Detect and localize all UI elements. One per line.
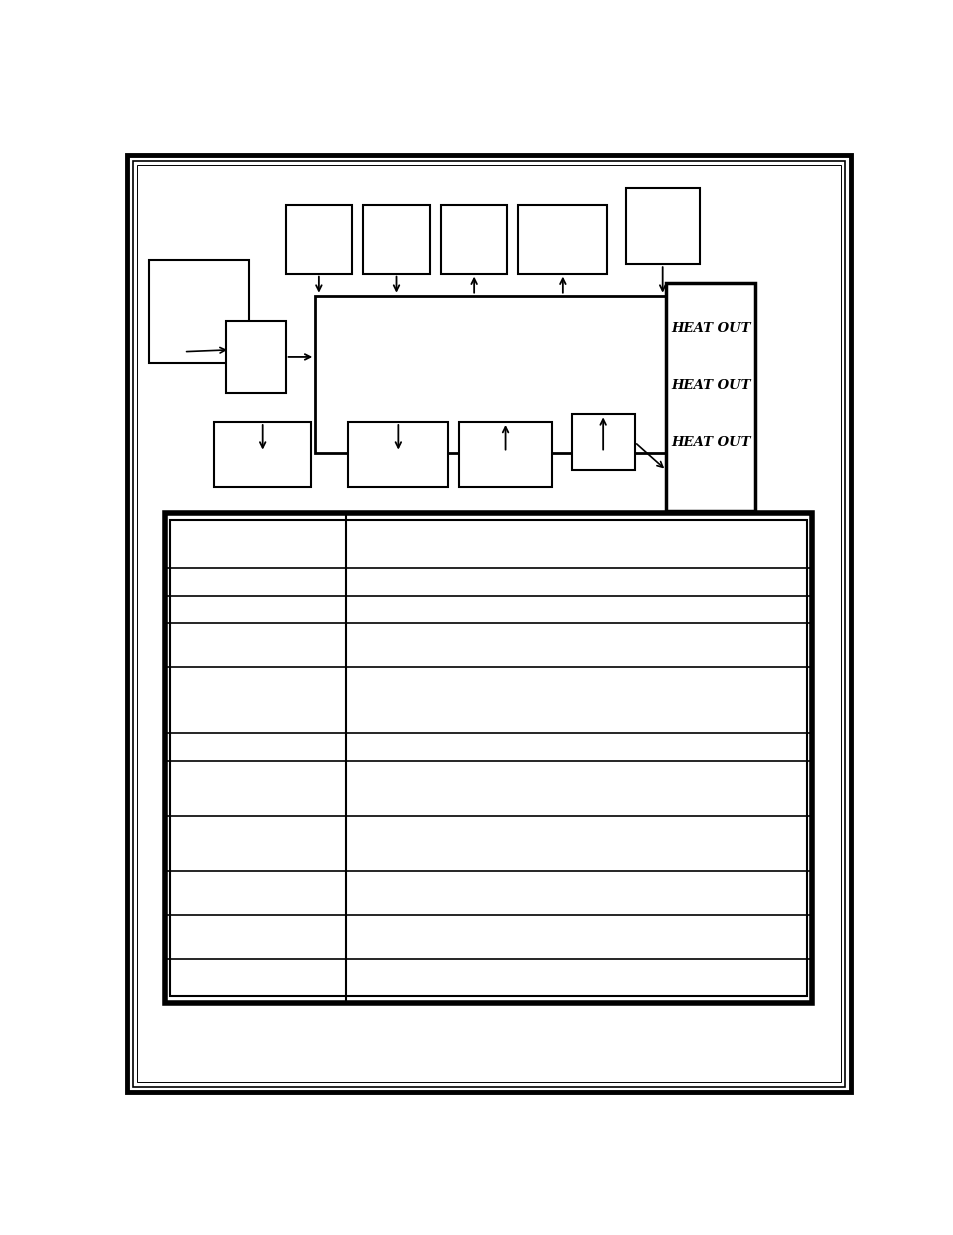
Bar (363, 205, 429, 274)
Bar (459, 422, 551, 487)
Bar (165, 514, 811, 1003)
Text: HEAT OUT: HEAT OUT (670, 322, 750, 336)
Bar (440, 205, 507, 274)
Bar (665, 283, 755, 511)
Bar (314, 295, 669, 452)
Bar (571, 415, 634, 469)
Bar (213, 422, 311, 487)
Bar (226, 321, 285, 393)
Bar (348, 422, 448, 487)
Bar (285, 205, 352, 274)
Text: HEAT OUT: HEAT OUT (670, 436, 750, 450)
Bar (625, 188, 699, 264)
Bar (170, 520, 806, 997)
Bar (518, 205, 606, 274)
Text: HEAT OUT: HEAT OUT (670, 379, 750, 393)
Bar (149, 261, 249, 363)
